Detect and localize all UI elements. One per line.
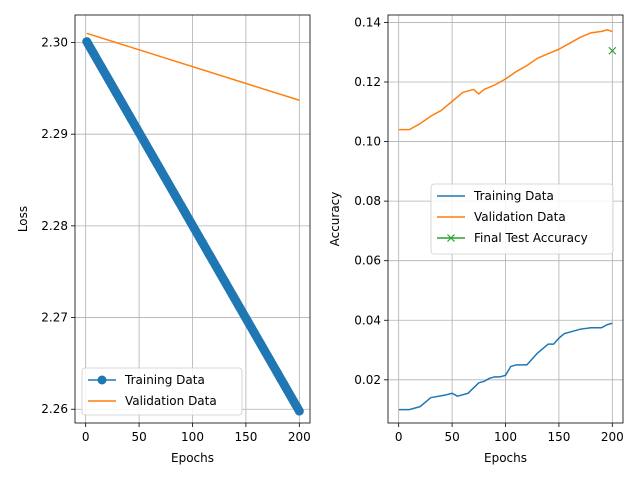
legend-marker (447, 234, 455, 242)
y-axis-label: Accuracy (328, 192, 342, 247)
x-tick-label: 150 (234, 430, 257, 444)
y-tick-label: 0.02 (354, 373, 381, 387)
x-tick-label: 200 (288, 430, 311, 444)
series-3 (608, 46, 617, 55)
data-point-x (608, 46, 617, 55)
y-axis-label: Loss (16, 206, 30, 232)
legend-item: Training Data (88, 373, 205, 387)
y-tick-label: 0.10 (354, 135, 381, 149)
series-2 (398, 29, 613, 131)
y-tick-label: 0.14 (354, 15, 381, 29)
legend: Training Data Validation Data (81, 367, 243, 416)
x-tick-label: 0 (82, 430, 90, 444)
x-axis-label: Epochs (171, 451, 214, 465)
axes-frame (74, 14, 311, 424)
series-2 (86, 32, 300, 101)
series-line (86, 32, 300, 101)
x-tick-label: 50 (444, 430, 459, 444)
legend-marker (97, 375, 107, 385)
axes-frame (387, 14, 624, 424)
series-line (398, 322, 613, 411)
x-tick-label: 100 (181, 430, 204, 444)
legend-item: Validation Data (437, 210, 566, 224)
y-tick-label: 0.12 (354, 75, 381, 89)
legend-label: Training Data (124, 373, 205, 387)
x-tick-label: 100 (494, 430, 517, 444)
y-tick-label: 2.29 (41, 127, 68, 141)
y-tick-label: 0.04 (354, 313, 381, 327)
y-tick-label: 2.27 (41, 311, 68, 325)
series-1 (82, 37, 304, 416)
legend-label: Training Data (473, 189, 554, 203)
y-tick-label: 2.26 (41, 402, 68, 416)
x-tick-label: 50 (131, 430, 146, 444)
series-1 (398, 322, 613, 411)
series-line (398, 29, 613, 131)
y-tick-label: 2.30 (41, 36, 68, 50)
x-tick-label: 0 (395, 430, 403, 444)
legend-item: Training Data (437, 189, 554, 203)
legend-item: Validation Data (88, 394, 217, 408)
y-tick-label: 2.28 (41, 219, 68, 233)
legend-label: Final Test Accuracy (474, 231, 588, 245)
y-tick-label: 0.06 (354, 254, 381, 268)
x-tick-label: 150 (547, 430, 570, 444)
x-axis-label: Epochs (484, 451, 527, 465)
chart-panel-2: 0 50 100 150 200 0.02 0.04 0.06 0.08 0.10 0.12 0.14… (328, 14, 624, 465)
legend-box (430, 183, 614, 255)
data-point (294, 406, 304, 416)
legend-box (81, 367, 243, 416)
legend-label: Validation Data (125, 394, 217, 408)
y-tick-label: 0.08 (354, 194, 381, 208)
x-tick-label: 200 (601, 430, 624, 444)
legend-item: Final Test Accuracy (437, 231, 588, 245)
chart-panel-1: 0 50 100 150 200 2.26 2.27 2.28 2.29 2.30 Epochs Lo… (16, 14, 311, 465)
legend-label: Validation Data (474, 210, 566, 224)
legend: Training Data Validation Data Final Test A… (430, 183, 614, 255)
